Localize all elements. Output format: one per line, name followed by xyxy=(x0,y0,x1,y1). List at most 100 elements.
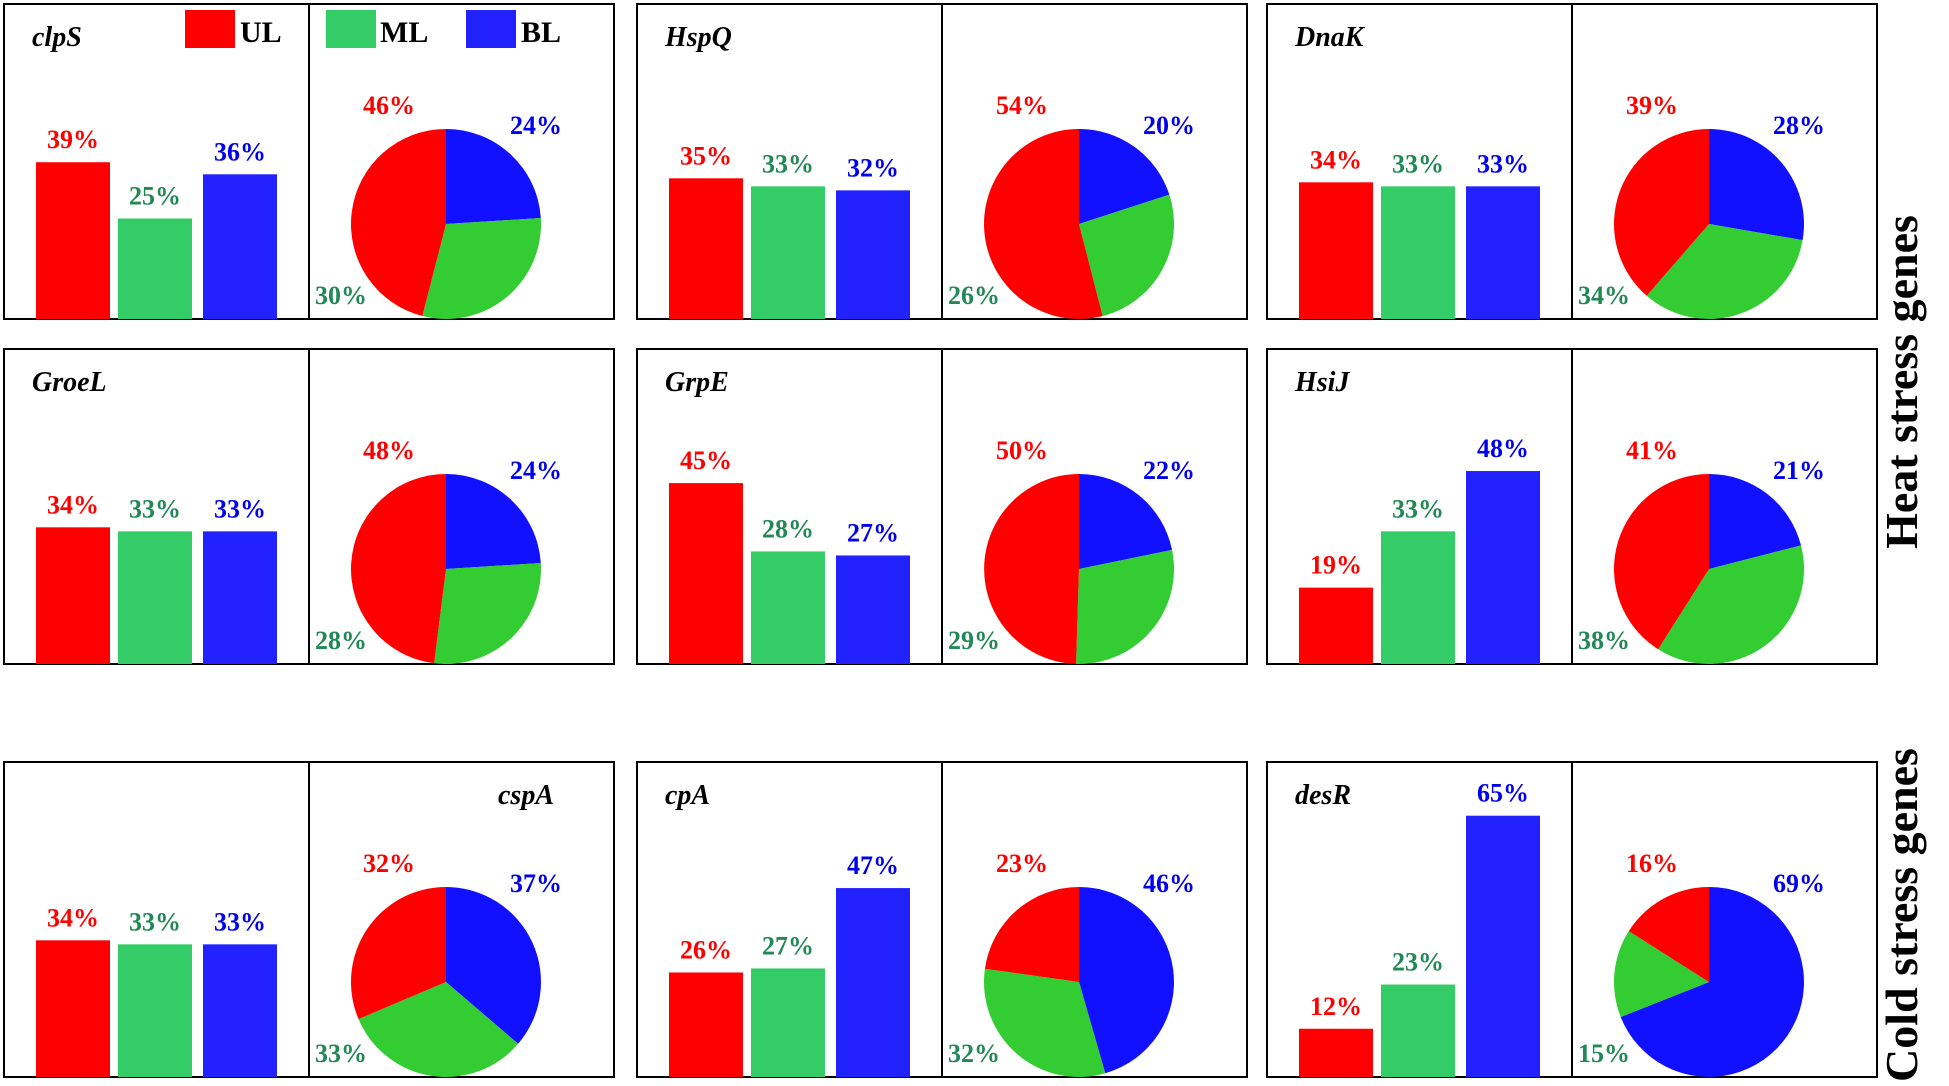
bar-label-hsij-bl: 48% xyxy=(1477,434,1529,463)
pie-slice-desr-ml xyxy=(1614,931,1709,1017)
pie-slice-hspq-ul xyxy=(984,129,1103,319)
pie-label-dnak-ul: 39% xyxy=(1626,91,1678,120)
pie-slice-dnak-bl xyxy=(1709,129,1804,241)
panel-hsij: HsiJ 19% 33% 48% 41% 38% 21% xyxy=(1266,348,1878,665)
bar-cpa-ul xyxy=(669,972,743,1077)
bar-label-dnak-ml: 33% xyxy=(1392,149,1444,178)
bar-label-dnak-ul: 34% xyxy=(1310,145,1362,174)
bar-clps-ul xyxy=(36,162,110,319)
gene-name-cspa: cspA xyxy=(498,780,554,811)
bar-label-hsij-ul: 19% xyxy=(1310,551,1362,580)
pie-slice-clps-ml xyxy=(422,218,541,320)
pie-slice-dnak-ul xyxy=(1614,129,1709,296)
pie-slice-desr-bl xyxy=(1620,887,1804,1077)
bar-hspq-bl xyxy=(836,190,910,319)
bar-label-cpa-bl: 47% xyxy=(847,851,899,880)
gene-name-desr: desR xyxy=(1295,780,1351,811)
bar-cspa-bl xyxy=(203,944,277,1077)
cold-stress-label: Cold stress genes xyxy=(1876,748,1927,1082)
pie-slice-grpe-ul xyxy=(984,474,1079,664)
gene-name-groel: GroeL xyxy=(32,367,107,398)
bar-dnak-ml xyxy=(1381,186,1455,319)
bar-label-desr-bl: 65% xyxy=(1477,779,1529,808)
bar-label-cspa-bl: 33% xyxy=(214,907,266,936)
gene-name-clps: clpS xyxy=(32,22,82,53)
bar-hsij-ul xyxy=(1299,587,1373,664)
bar-groel-ml xyxy=(118,531,192,664)
bar-label-dnak-bl: 33% xyxy=(1477,149,1529,178)
pie-label-grpe-bl: 22% xyxy=(1143,456,1195,485)
pie-slice-grpe-ml xyxy=(1076,549,1174,664)
pie-label-cpa-bl: 46% xyxy=(1143,869,1195,898)
bar-label-grpe-bl: 27% xyxy=(847,518,899,547)
bar-hsij-bl xyxy=(1466,471,1540,664)
pie-label-clps-ul: 46% xyxy=(363,91,415,120)
pie-slice-cspa-ml xyxy=(358,982,519,1078)
panel-groel: GroeL 34% 33% 33% 48% 28% 24% xyxy=(3,348,615,665)
bar-cspa-ul xyxy=(36,940,110,1077)
bar-dnak-bl xyxy=(1466,186,1540,319)
bar-label-groel-ul: 34% xyxy=(47,490,99,519)
pie-slice-cpa-bl xyxy=(1079,887,1174,1074)
pie-label-dnak-bl: 28% xyxy=(1773,111,1825,140)
bar-label-hspq-bl: 32% xyxy=(847,153,899,182)
bar-label-cspa-ml: 33% xyxy=(129,907,181,936)
bar-label-desr-ml: 23% xyxy=(1392,948,1444,977)
pie-slice-cspa-bl xyxy=(446,887,541,1044)
bar-label-clps-ul: 39% xyxy=(47,125,99,154)
pie-label-clps-bl: 24% xyxy=(510,111,562,140)
bar-label-hspq-ml: 33% xyxy=(762,149,814,178)
heat-stress-label: Heat stress genes xyxy=(1876,215,1927,549)
gene-name-hspq: HspQ xyxy=(664,22,732,53)
pie-slice-clps-ul xyxy=(350,129,446,317)
pie-label-groel-ul: 48% xyxy=(363,436,415,465)
bar-hsij-ml xyxy=(1381,531,1455,664)
pie-label-cspa-bl: 37% xyxy=(510,869,562,898)
panels: clpS 39% 25% 36% 46% 30% 24% HspQ 35% 33% 32% 54% 26… xyxy=(3,3,1878,1078)
pie-label-hspq-bl: 20% xyxy=(1143,111,1195,140)
panel-cspa: cspA 34% 33% 33% 32% 33% 37% xyxy=(3,761,615,1078)
pie-label-hsij-ul: 41% xyxy=(1626,436,1678,465)
bar-desr-bl xyxy=(1466,815,1540,1077)
pie-slice-hsij-bl xyxy=(1709,474,1802,569)
pie-label-desr-ml: 15% xyxy=(1578,1039,1630,1068)
pie-label-clps-ml: 30% xyxy=(315,281,367,310)
bar-label-groel-ml: 33% xyxy=(129,494,181,523)
panel-hspq: HspQ 35% 33% 32% 54% 26% 20% xyxy=(636,3,1248,320)
legend-label-ml: ML xyxy=(380,16,428,49)
pie-label-grpe-ul: 50% xyxy=(996,436,1048,465)
pie-label-cspa-ml: 33% xyxy=(315,1039,367,1068)
pie-label-groel-ml: 28% xyxy=(315,626,367,655)
bar-label-desr-ul: 12% xyxy=(1310,992,1362,1021)
pie-slice-desr-ul xyxy=(1628,887,1709,982)
pie-slice-dnak-ml xyxy=(1646,224,1803,319)
legend-label-bl: BL xyxy=(521,16,561,49)
legend: UL ML BL xyxy=(185,10,561,49)
pie-slice-hspq-bl xyxy=(1079,129,1170,224)
bar-label-hsij-ml: 33% xyxy=(1392,494,1444,523)
pie-label-groel-bl: 24% xyxy=(510,456,562,485)
pie-label-hsij-bl: 21% xyxy=(1773,456,1825,485)
bar-groel-ul xyxy=(36,527,110,664)
panel-desr: desR 12% 23% 65% 16% 15% 69% xyxy=(1266,761,1878,1078)
bar-label-grpe-ul: 45% xyxy=(680,446,732,475)
pie-slice-cspa-ul xyxy=(350,887,446,1020)
bar-desr-ml xyxy=(1381,984,1455,1077)
legend-swatch-ml xyxy=(326,10,376,48)
bar-clps-bl xyxy=(203,174,277,319)
pie-label-grpe-ml: 29% xyxy=(948,626,1000,655)
bar-label-cpa-ul: 26% xyxy=(680,935,732,964)
bar-dnak-ul xyxy=(1299,182,1373,319)
pie-label-hspq-ml: 26% xyxy=(948,281,1000,310)
legend-swatch-ul xyxy=(185,10,235,48)
pie-label-cpa-ul: 23% xyxy=(996,849,1048,878)
bar-cpa-bl xyxy=(836,888,910,1077)
bar-grpe-bl xyxy=(836,555,910,664)
pie-label-desr-bl: 69% xyxy=(1773,869,1825,898)
panel-dnak: DnaK 34% 33% 33% 39% 34% 28% xyxy=(1266,3,1878,320)
pie-slice-groel-bl xyxy=(446,474,541,569)
bar-cspa-ml xyxy=(118,944,192,1077)
gene-name-dnak: DnaK xyxy=(1294,22,1366,53)
legend-swatch-bl xyxy=(466,10,516,48)
